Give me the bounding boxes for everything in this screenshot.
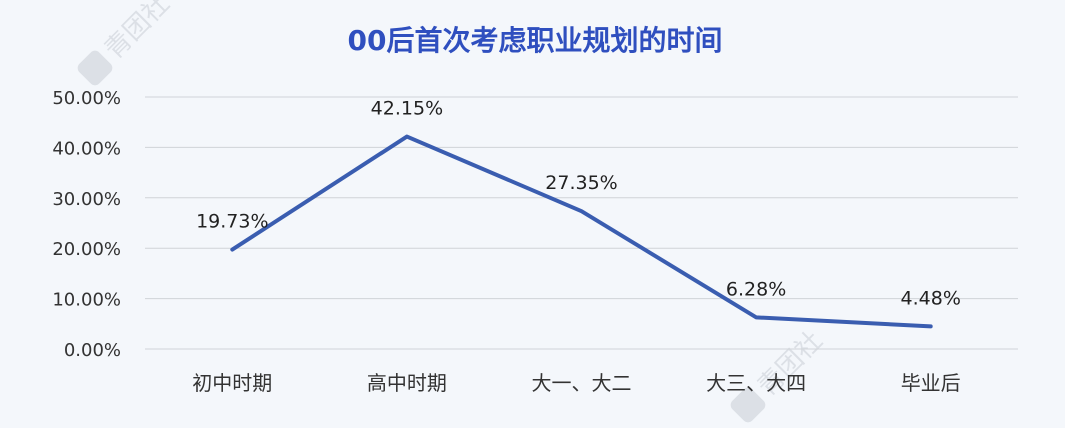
data-label: 42.15% [371,98,443,120]
x-category-label: 毕业后 [901,371,961,395]
x-category-label: 大一、大二 [532,371,632,395]
gridlines [145,96,1018,350]
x-axis-categories: 初中时期 高中时期 大一、大二 大三、大四 毕业后 [192,371,960,395]
series-polyline [230,134,933,329]
watermark-top-left: 青团社 [77,0,176,86]
chart-title: 00后首次考虑职业规划的时间 [348,24,723,57]
y-tick-label: 50.00% [52,88,121,109]
y-tick-label: 0.00% [64,340,121,361]
y-tick-label: 20.00% [52,239,121,260]
qing-badge-icon [77,50,113,86]
y-tick-label: 30.00% [52,189,121,210]
data-labels: 19.73% 42.15% 27.35% 6.28% 4.48% [196,98,961,310]
watermark-text: 青团社 [99,0,175,65]
y-tick-label: 40.00% [52,138,121,159]
data-label: 4.48% [901,287,961,309]
y-axis-ticks: 0.00% 10.00% 20.00% 30.00% 40.00% 50.00% [52,88,121,361]
x-category-label: 大三、大四 [706,371,806,395]
x-category-label: 初中时期 [192,371,272,395]
data-label: 6.28% [726,278,786,300]
y-tick-label: 10.00% [52,290,121,311]
data-label: 27.35% [545,172,617,194]
data-label: 19.73% [196,211,268,233]
x-category-label: 高中时期 [367,371,447,395]
qing-badge-icon [730,387,766,423]
series-line [230,134,933,329]
